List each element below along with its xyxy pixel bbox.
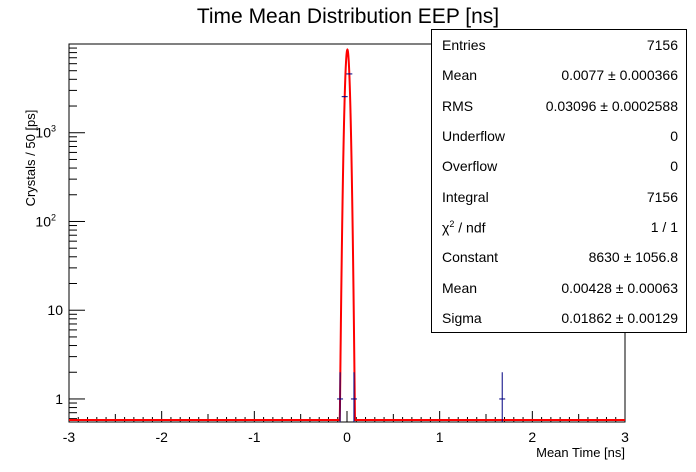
stats-value: 0: [670, 158, 678, 175]
x-tick-label: -2: [155, 429, 168, 445]
x-tick-label: 2: [528, 429, 536, 445]
y-tick-label: 103: [35, 124, 56, 141]
stats-value: 8630 ± 1056.8: [588, 249, 678, 266]
stats-label: Sigma: [442, 309, 482, 326]
stats-value: 0.0077 ± 0.000366: [561, 67, 678, 84]
stats-label: Integral: [442, 188, 489, 205]
stats-value: 0.00428 ± 0.00063: [561, 279, 678, 296]
histogram-points: [337, 73, 506, 422]
y-axis-label: Crystals / 50 [ps]: [23, 110, 38, 207]
stats-row: Mean 0.0077 ± 0.000366: [432, 60, 686, 90]
stats-row: χ2 / ndf 1 / 1: [432, 212, 686, 242]
stats-row: Integral 7156: [432, 181, 686, 211]
stats-label: Mean: [442, 67, 478, 84]
stats-label: Entries: [442, 37, 486, 54]
fit-line: [69, 48, 625, 421]
stats-row: Overflow 0: [432, 151, 686, 181]
stats-value: 0.03096 ± 0.0002588: [545, 97, 678, 114]
stats-value: 0: [670, 128, 678, 145]
x-tick-label: 0: [343, 429, 351, 445]
x-tick-label: -3: [63, 429, 76, 445]
statistics-box: Entries 7156 Mean 0.0077 ± 0.000366 RMS 0.030…: [431, 29, 687, 333]
stats-row: RMS 0.03096 ± 0.0002588: [432, 91, 686, 121]
stats-row: Sigma 0.01862 ± 0.00129: [432, 303, 686, 333]
stats-value: 0.01862 ± 0.00129: [561, 309, 678, 326]
stats-label: Constant: [442, 249, 499, 266]
y-tick-label: 10: [47, 302, 63, 318]
stats-row: Underflow 0: [432, 121, 686, 151]
y-tick-label: 102: [35, 212, 56, 229]
x-axis-label: Mean Time [ns]: [536, 445, 625, 460]
chart-title: Time Mean Distribution EEP [ns]: [197, 5, 499, 28]
stats-row: Mean 0.00428 ± 0.00063: [432, 272, 686, 302]
stats-label: RMS: [442, 97, 474, 114]
x-tick-label: -1: [248, 429, 261, 445]
stats-label: Underflow: [442, 128, 506, 145]
stats-label: χ2 / ndf: [442, 218, 486, 236]
stats-value: 1 / 1: [650, 218, 678, 235]
stats-row: Constant 8630 ± 1056.8: [432, 242, 686, 272]
stats-value: 7156: [646, 188, 678, 205]
stats-row: Entries 7156: [432, 30, 686, 60]
x-tick-label: 1: [436, 429, 444, 445]
y-tick-label: 1: [55, 391, 63, 407]
stats-label: Mean: [442, 279, 478, 296]
stats-value: 7156: [646, 37, 678, 54]
stats-label: Overflow: [442, 158, 498, 175]
x-tick-label: 3: [621, 429, 629, 445]
gaussian-fit-curve: [69, 48, 625, 421]
